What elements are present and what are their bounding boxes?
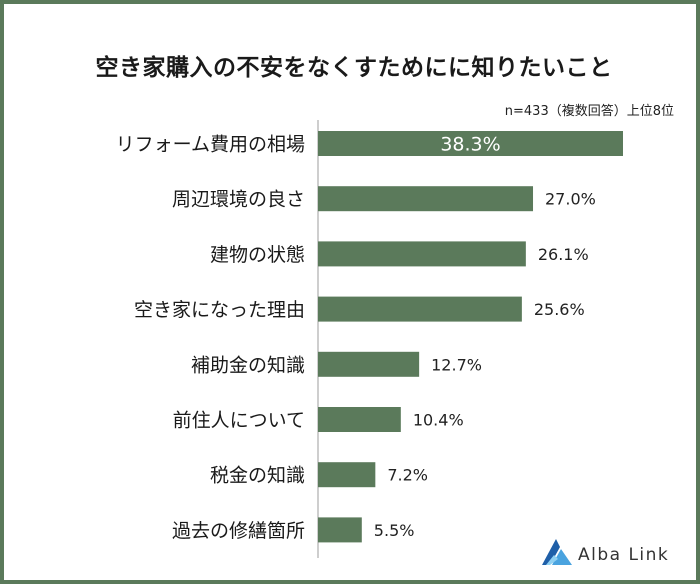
- bar: [318, 241, 526, 267]
- category-label: 税金の知識: [210, 465, 305, 487]
- category-label: 前住人について: [173, 410, 305, 432]
- bar: [318, 462, 376, 488]
- category-label: 建物の状態: [210, 244, 305, 266]
- category-label: 補助金の知識: [191, 354, 305, 376]
- bar: [318, 186, 534, 212]
- logo-text: Alba Link: [578, 545, 670, 565]
- data-label: 25.6%: [534, 300, 585, 319]
- sample-note: n=433（複数回答）上位8位: [504, 104, 674, 119]
- bar: [318, 351, 420, 377]
- bar: [318, 517, 362, 543]
- alba-link-logo: Alba Link: [540, 537, 690, 571]
- data-label: 38.3%: [440, 134, 500, 156]
- data-label: 26.1%: [538, 245, 589, 264]
- data-label: 7.2%: [387, 466, 428, 485]
- data-label: 27.0%: [545, 190, 596, 209]
- bar: [318, 131, 623, 156]
- bar: [318, 296, 522, 322]
- category-label: 周辺環境の良さ: [172, 189, 305, 211]
- chart-title: 空き家購入の不安をなくすためにに知りたいこと: [95, 55, 613, 81]
- category-label: 空き家になった理由: [134, 299, 305, 321]
- data-label: 12.7%: [431, 355, 482, 374]
- data-label: 5.5%: [374, 521, 415, 540]
- bar: [318, 407, 401, 432]
- category-label: リフォーム費用の相場: [116, 134, 305, 156]
- data-label: 10.4%: [413, 411, 464, 430]
- logo-mark-icon: [542, 539, 572, 565]
- category-label: 過去の修繕箇所: [172, 520, 305, 542]
